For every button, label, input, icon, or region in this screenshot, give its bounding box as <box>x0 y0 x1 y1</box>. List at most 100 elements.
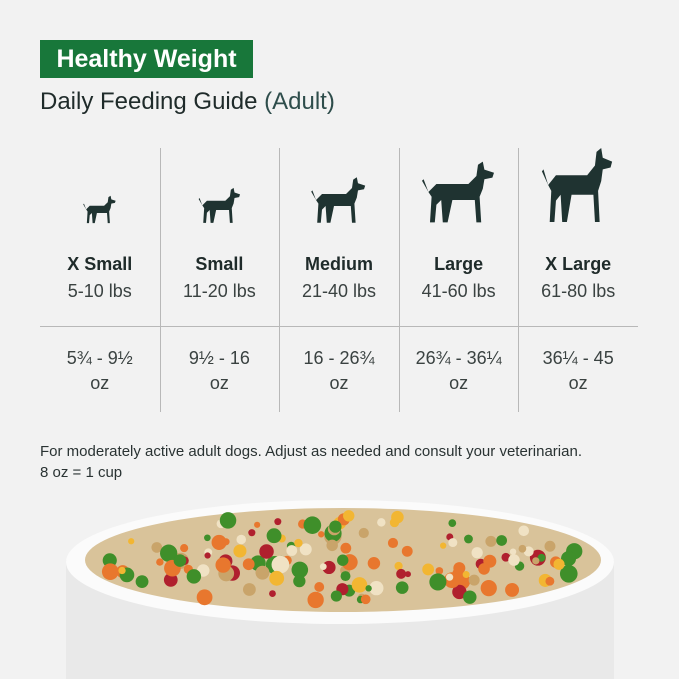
food-bit <box>156 558 164 566</box>
food-bit <box>478 563 490 575</box>
food-bit <box>128 538 135 545</box>
food-bit <box>294 538 303 548</box>
column-divider <box>279 148 281 412</box>
food-bit <box>435 567 444 575</box>
food-bit <box>293 574 306 588</box>
food-bit <box>269 590 276 597</box>
size-label: Medium <box>304 254 373 274</box>
amount: 16 - 26¾ <box>303 348 375 368</box>
dog-silhouette <box>198 188 240 224</box>
food-bit <box>118 566 126 575</box>
food-bit <box>509 548 517 555</box>
dog-icon <box>311 177 366 223</box>
dog-icon <box>421 161 494 223</box>
unit: oz <box>90 373 110 393</box>
food-bit <box>340 542 352 554</box>
weight-range: 41-60 lbs <box>421 281 496 301</box>
food-bit <box>286 545 298 556</box>
food-bit <box>211 534 227 550</box>
food-bit <box>429 573 447 591</box>
food-bit <box>322 560 336 575</box>
food-bit <box>448 519 457 527</box>
size-label: X Large <box>545 254 612 274</box>
dog-silhouette <box>83 195 116 224</box>
food-bit <box>369 581 384 596</box>
food-bit <box>173 554 187 567</box>
food-bit <box>387 537 399 549</box>
note: 8 oz = 1 cup <box>40 464 123 481</box>
food-bit <box>395 581 409 594</box>
food-bit <box>242 583 256 596</box>
unit: oz <box>329 373 349 393</box>
food-bit <box>471 547 483 559</box>
food-bit <box>561 551 577 567</box>
food-bit <box>377 518 386 527</box>
food-bit <box>219 512 237 529</box>
feeding-table: X Small 5-10 lbs 5¾ - 9½ oz Small 11-20 lbs 9½… <box>40 147 638 412</box>
food-bit <box>151 542 163 553</box>
food-bit <box>452 584 467 600</box>
amount: 26¾ - 36¼ <box>415 348 502 368</box>
food-bit <box>233 544 247 558</box>
column-divider <box>159 148 161 412</box>
weight-range: 21-40 lbs <box>301 281 377 301</box>
food-bit <box>559 564 578 583</box>
food-bit <box>396 568 407 579</box>
dog-silhouette <box>311 177 366 223</box>
food-bit <box>307 591 324 609</box>
food-bit <box>303 516 322 534</box>
note: For moderately active adult dogs. Adjust… <box>40 443 582 460</box>
food-bit <box>340 571 351 582</box>
food-bit <box>101 563 119 581</box>
food-bit <box>204 534 211 542</box>
food-bit <box>102 553 117 568</box>
food-bit <box>518 544 527 553</box>
food-bit <box>259 544 274 559</box>
food-bit <box>180 544 189 553</box>
unit: oz <box>209 373 229 393</box>
food-bit <box>326 539 338 552</box>
amount: 5¾ - 9½ <box>66 348 133 368</box>
food-bits <box>101 510 583 609</box>
column: X Small 5-10 lbs 5¾ - 9½ oz <box>40 148 160 412</box>
food-bit <box>365 585 372 592</box>
food-bit <box>135 575 149 589</box>
food-bit <box>160 544 178 562</box>
dog-silhouette <box>542 147 613 223</box>
food-bit <box>318 531 325 538</box>
food-bit <box>360 594 371 605</box>
food-bit <box>463 590 477 604</box>
title: Daily Feeding Guide (Adult) <box>40 88 335 116</box>
title-text: Daily Feeding Guide <box>40 88 258 115</box>
food-bit <box>537 553 546 562</box>
food-bit <box>544 540 556 552</box>
food-bit <box>186 569 202 584</box>
food-bit <box>299 543 312 556</box>
dog-icon <box>83 195 116 224</box>
food-bit <box>508 554 520 566</box>
food-bit <box>464 534 473 544</box>
food-bit <box>468 574 480 586</box>
food-bit <box>496 535 508 546</box>
food-bit <box>266 528 282 544</box>
food-bit <box>254 521 261 528</box>
food-bit <box>329 520 342 533</box>
food-bit <box>422 563 435 576</box>
food-bit <box>453 562 466 575</box>
food-bit <box>389 517 400 528</box>
food-bit <box>269 570 285 586</box>
weight-range: 61-80 lbs <box>541 281 616 301</box>
food-bit <box>505 582 520 597</box>
dog-icon <box>542 147 613 223</box>
food-bit <box>358 527 369 539</box>
food-bit <box>440 542 447 549</box>
column: Medium 21-40 lbs 16 - 26¾ oz <box>279 148 399 412</box>
badge: Healthy Weight <box>40 40 253 78</box>
divider <box>40 326 638 327</box>
food-bit <box>314 582 325 592</box>
unit: oz <box>449 373 469 393</box>
title-suffix: (Adult) <box>264 88 335 115</box>
column: X Large 61-80 lbs 36¼ - 45 oz <box>518 147 638 412</box>
dog-silhouette <box>421 161 494 223</box>
food-bit <box>255 565 270 580</box>
